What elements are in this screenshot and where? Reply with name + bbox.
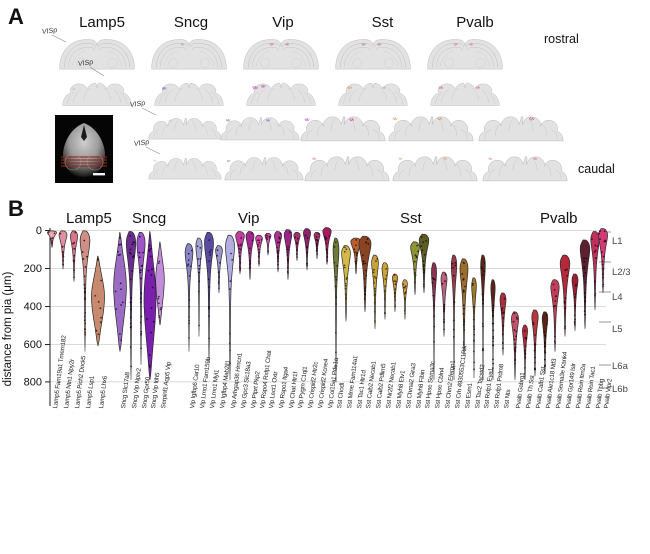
svg-text:600: 600 <box>24 339 42 351</box>
svg-text:L5: L5 <box>612 324 623 335</box>
svg-text:200: 200 <box>24 263 42 275</box>
svg-text:L6a: L6a <box>612 361 629 372</box>
svg-text:L1: L1 <box>612 236 623 247</box>
svg-text:L4: L4 <box>612 292 623 303</box>
svg-text:L6b: L6b <box>612 384 628 395</box>
svg-text:L2/3: L2/3 <box>612 267 631 278</box>
svg-text:400: 400 <box>24 301 42 313</box>
svg-text:800: 800 <box>24 377 42 389</box>
svg-text:0: 0 <box>36 225 42 237</box>
